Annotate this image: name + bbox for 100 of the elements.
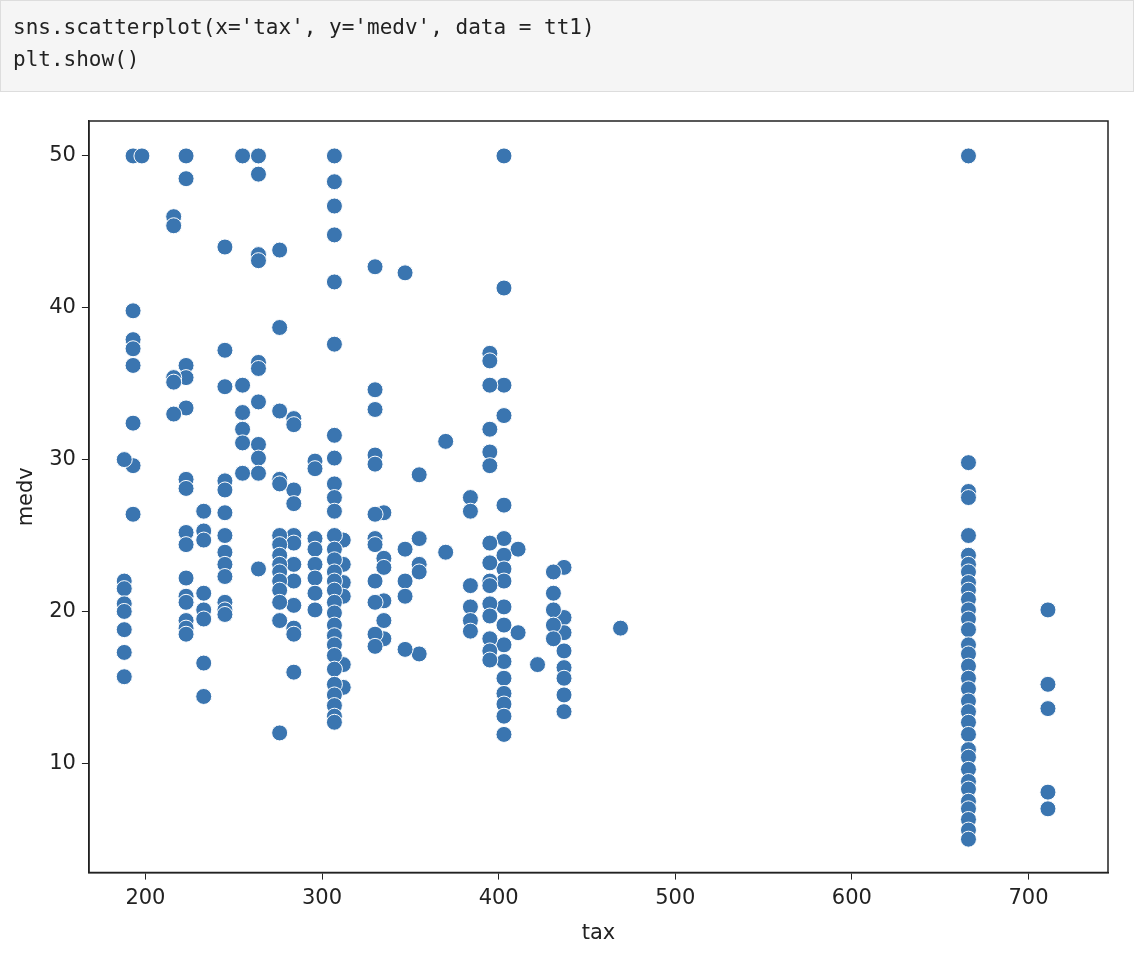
point	[115, 580, 133, 598]
point	[325, 475, 343, 493]
point	[249, 393, 267, 411]
point	[366, 505, 384, 523]
point	[366, 258, 384, 276]
point	[495, 616, 513, 634]
point	[410, 530, 428, 548]
point	[461, 577, 479, 595]
point	[481, 651, 499, 669]
point	[481, 420, 499, 438]
x-tick-label: 700	[1008, 884, 1049, 909]
point	[285, 572, 303, 590]
point	[495, 572, 513, 590]
point	[133, 147, 151, 165]
point	[285, 534, 303, 552]
point	[195, 687, 213, 705]
point	[234, 420, 252, 438]
point	[959, 454, 977, 472]
point	[1039, 601, 1057, 619]
y-tick-label: 10	[49, 749, 76, 774]
point	[495, 496, 513, 514]
y-tick-label: 20	[49, 597, 76, 622]
point	[366, 381, 384, 399]
point	[495, 598, 513, 616]
point	[177, 569, 195, 587]
y-axis-title: medv	[13, 467, 38, 527]
point	[461, 622, 479, 640]
point	[325, 273, 343, 291]
point	[495, 653, 513, 671]
point	[195, 502, 213, 520]
point	[216, 481, 234, 499]
point	[306, 555, 324, 573]
point	[461, 598, 479, 616]
point	[1039, 675, 1057, 693]
point	[481, 457, 499, 475]
point	[325, 449, 343, 467]
point	[177, 536, 195, 554]
point	[285, 596, 303, 614]
point	[544, 584, 562, 602]
point	[1039, 783, 1057, 801]
point	[216, 238, 234, 256]
point	[396, 264, 414, 282]
point	[495, 279, 513, 297]
point	[271, 475, 289, 493]
point	[249, 464, 267, 482]
point	[495, 407, 513, 425]
point	[544, 601, 562, 619]
point	[396, 540, 414, 558]
point	[216, 504, 234, 522]
point	[216, 568, 234, 586]
point	[306, 569, 324, 587]
x-tick-label: 200	[125, 884, 166, 909]
point	[325, 426, 343, 444]
x-tick-label: 300	[302, 884, 343, 909]
point	[481, 376, 499, 394]
point	[195, 654, 213, 672]
point	[325, 646, 343, 664]
point	[495, 707, 513, 725]
point	[959, 621, 977, 639]
point	[271, 402, 289, 420]
point	[249, 360, 267, 377]
point	[375, 558, 393, 576]
point	[234, 147, 252, 165]
point	[115, 602, 133, 620]
point	[285, 663, 303, 681]
point	[509, 624, 527, 642]
text: plt.show()	[13, 46, 141, 73]
point	[509, 540, 527, 558]
point	[115, 668, 133, 686]
point	[249, 165, 267, 183]
point	[396, 572, 414, 590]
point	[285, 416, 303, 434]
text: sns.scatterplot(x='tax', y='medv', data = tt1)	[13, 14, 596, 41]
point	[959, 527, 977, 545]
x-axis-title: tax	[581, 919, 616, 944]
point	[529, 656, 547, 674]
point	[366, 637, 384, 655]
point	[1039, 700, 1057, 718]
point	[216, 605, 234, 623]
point	[1039, 800, 1057, 818]
point	[234, 434, 252, 452]
point	[306, 540, 324, 558]
point	[249, 147, 267, 165]
point	[195, 531, 213, 549]
point	[177, 147, 195, 165]
point	[959, 830, 977, 848]
point	[555, 686, 573, 704]
point	[271, 319, 289, 336]
point	[249, 435, 267, 453]
point	[234, 404, 252, 422]
point	[177, 593, 195, 611]
point	[481, 352, 499, 370]
point	[325, 713, 343, 731]
point	[165, 217, 183, 235]
point	[495, 147, 513, 165]
point	[177, 399, 195, 417]
point	[959, 489, 977, 507]
x-tick-label: 400	[478, 884, 519, 909]
point	[165, 405, 183, 423]
point	[195, 610, 213, 628]
